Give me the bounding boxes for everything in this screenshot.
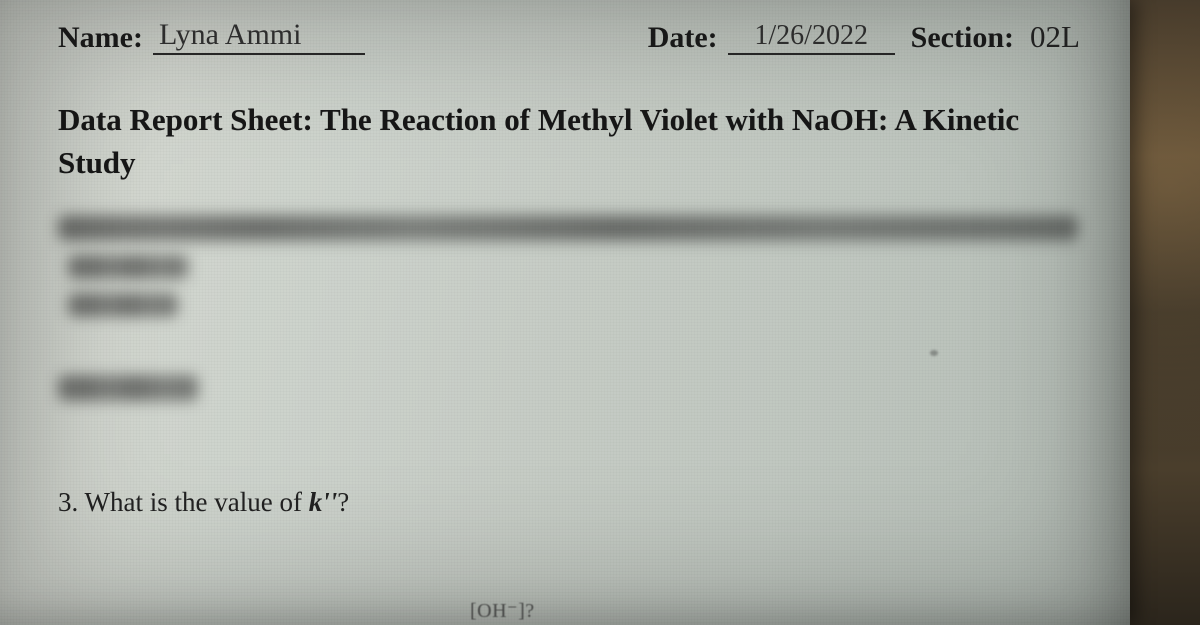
question-text-tail: ? [337, 487, 349, 517]
redacted-block [58, 215, 1090, 401]
question-variable: k'' [309, 487, 338, 517]
photo-frame: Name: Lyna Ammi Date: 1/26/2022 Section:… [0, 0, 1200, 625]
section-field: Section: 02L [911, 19, 1090, 55]
redacted-line [68, 293, 178, 317]
redacted-line [58, 375, 198, 401]
right-fields: Date: 1/26/2022 Section: 02L [648, 19, 1090, 55]
name-value: Lyna Ammi [153, 18, 365, 55]
date-label: Date: [648, 21, 718, 55]
report-title: Data Report Sheet: The Reaction of Methy… [58, 99, 1068, 185]
speck-icon [930, 350, 938, 356]
header-row: Name: Lyna Ammi Date: 1/26/2022 Section:… [58, 18, 1090, 55]
name-label: Name: [58, 21, 143, 55]
background-edge [1125, 0, 1200, 625]
section-value: 02L [1024, 19, 1090, 55]
name-field: Name: Lyna Ammi [58, 18, 365, 55]
section-label: Section: [911, 21, 1014, 55]
question-text: What is the value of [85, 487, 309, 517]
date-value: 1/26/2022 [728, 20, 895, 55]
question-number: 3. [58, 487, 78, 517]
redacted-line [58, 215, 1078, 241]
bottom-fragment-text: [OH⁻]? [470, 598, 535, 623]
redacted-line [68, 255, 188, 279]
date-field: Date: 1/26/2022 [648, 20, 895, 55]
worksheet-paper: Name: Lyna Ammi Date: 1/26/2022 Section:… [0, 0, 1130, 625]
question-3: 3. What is the value of k''? [58, 487, 1090, 518]
